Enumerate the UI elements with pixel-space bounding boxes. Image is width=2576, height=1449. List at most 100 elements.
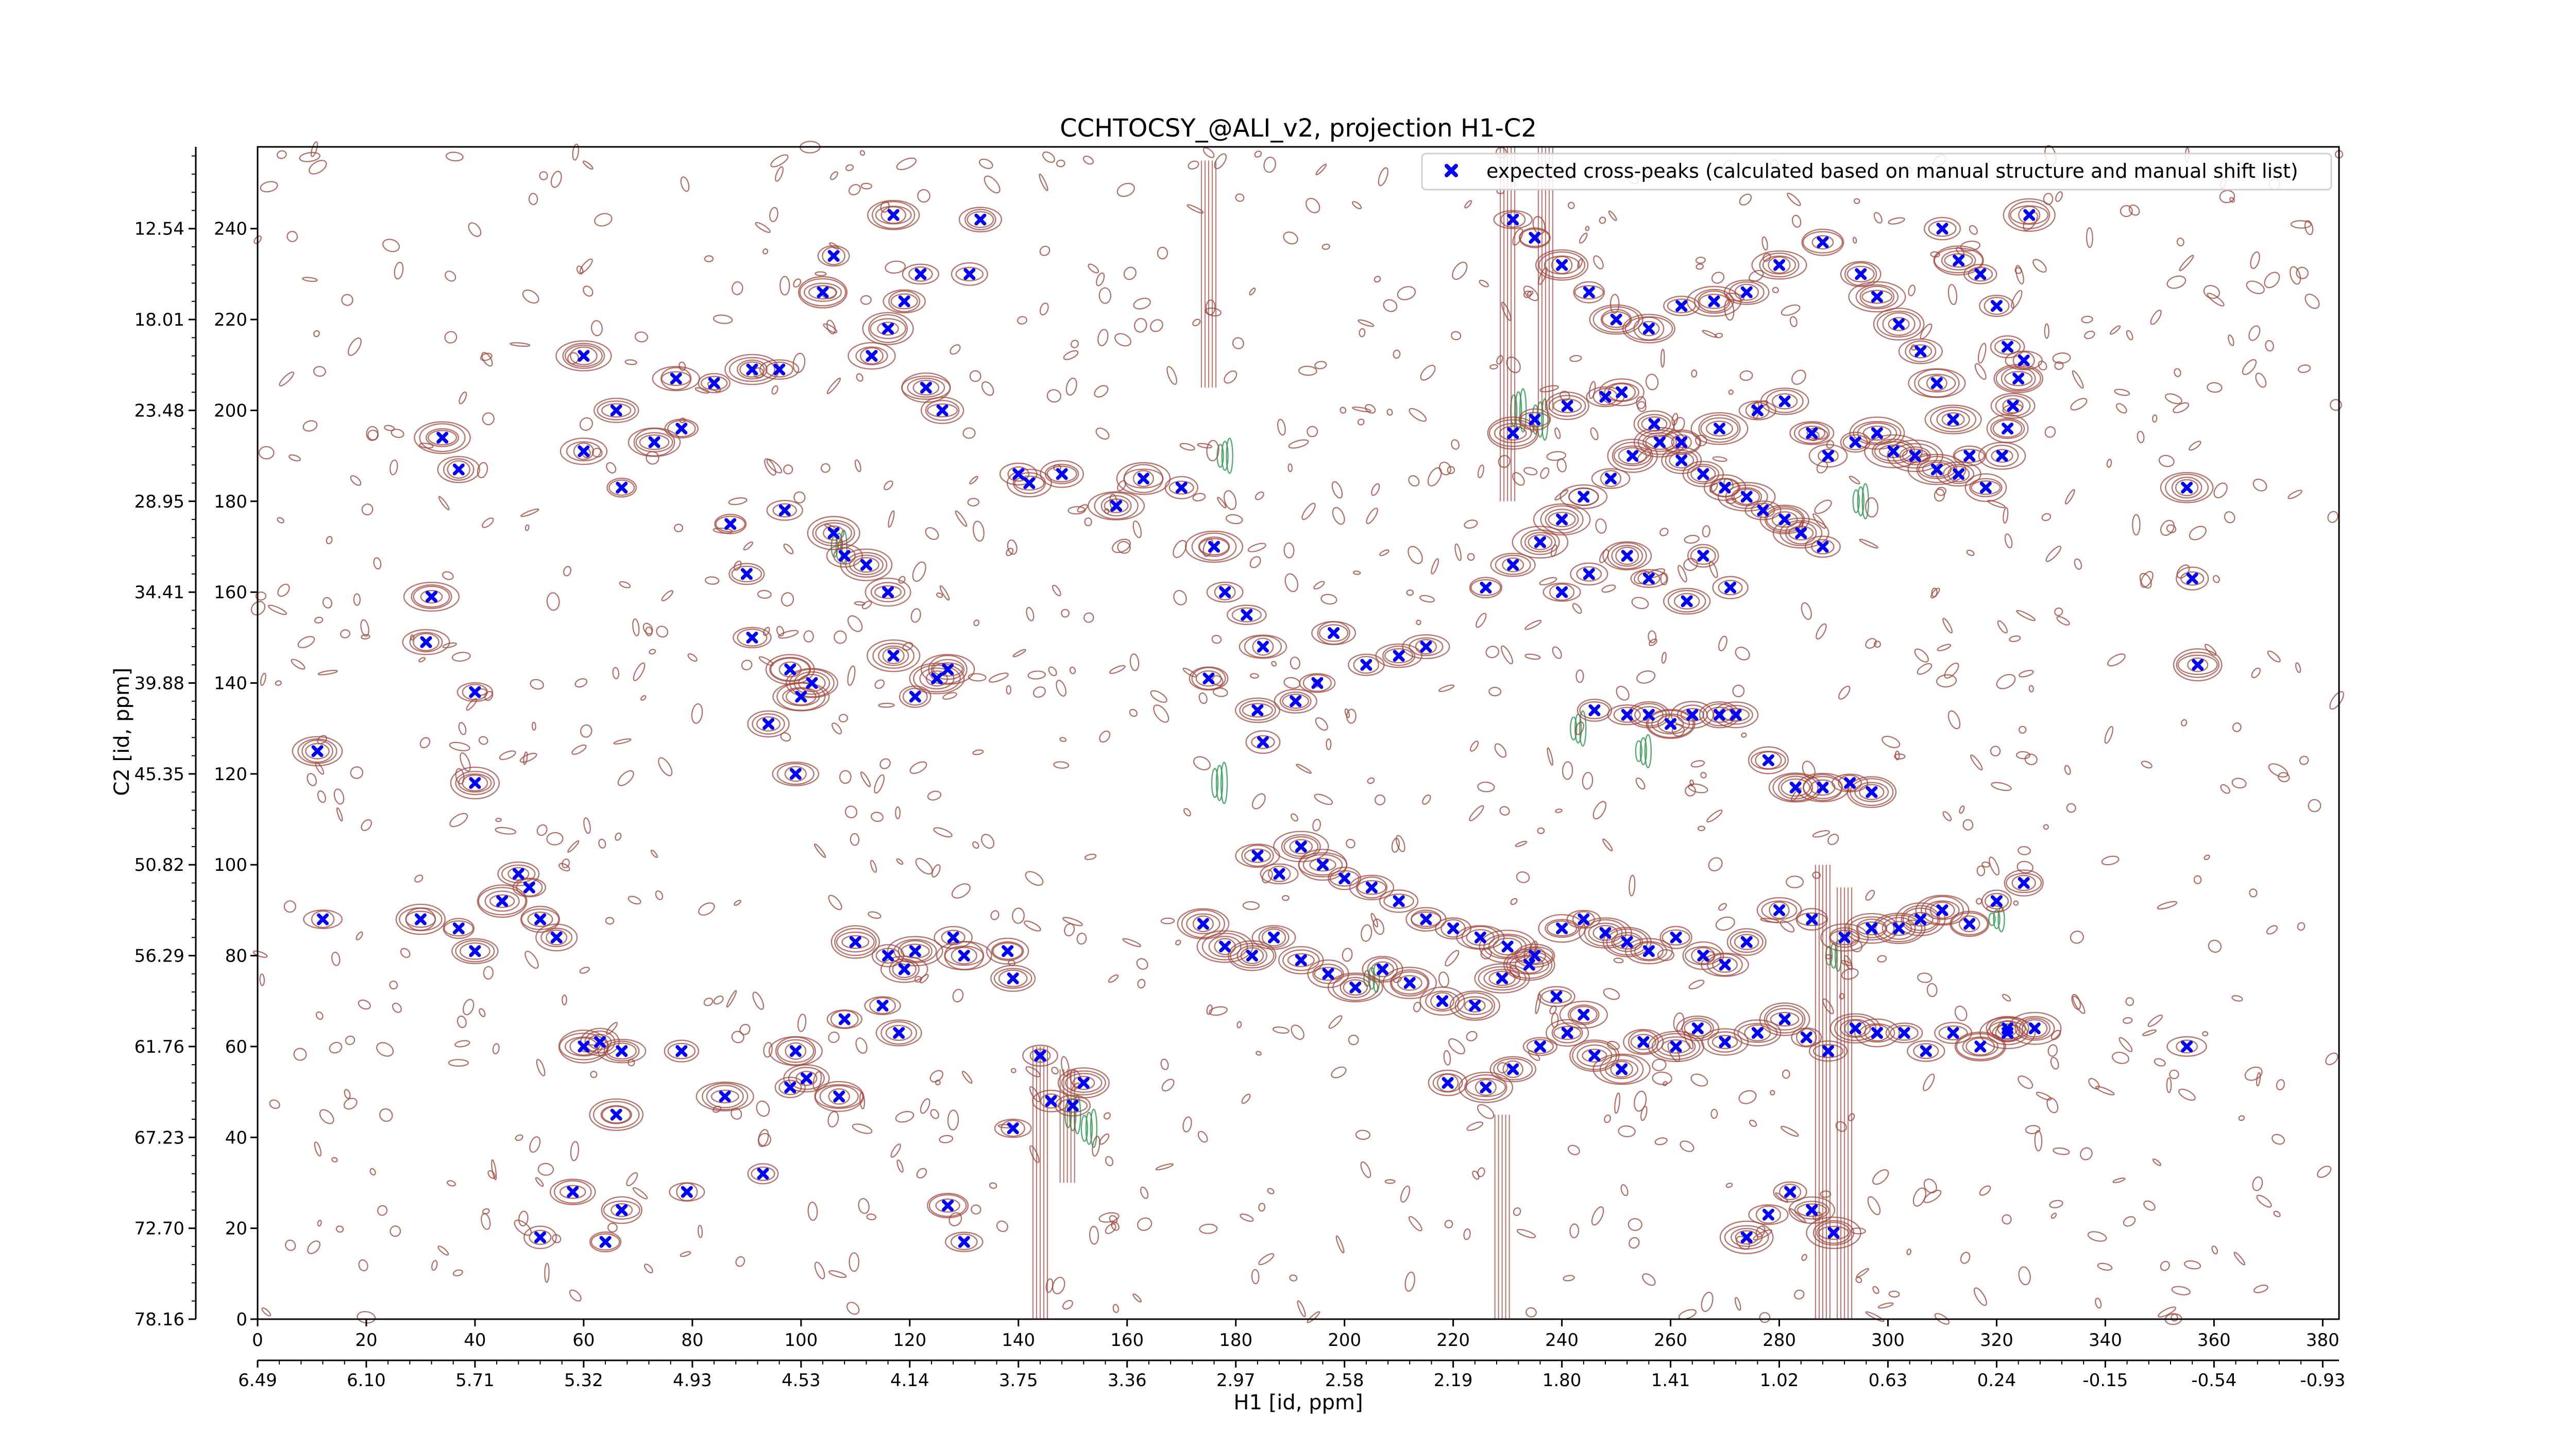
noise-contour bbox=[1160, 917, 1175, 924]
noise-contour bbox=[1007, 539, 1018, 555]
peak-contour bbox=[1850, 778, 1894, 806]
noise-contour bbox=[1249, 288, 1256, 296]
expected-peak-marker bbox=[1849, 436, 1861, 448]
peak-contour bbox=[1682, 461, 1724, 487]
noise-contour bbox=[860, 295, 872, 305]
peak-contour bbox=[1234, 697, 1280, 723]
peak-contour bbox=[1958, 915, 1980, 933]
peak-contour bbox=[1928, 220, 1957, 237]
expected-peak-marker bbox=[1561, 400, 1573, 412]
peak-contour bbox=[1779, 1184, 1802, 1201]
peak-contour bbox=[1737, 1023, 1778, 1043]
noise-contour bbox=[846, 1302, 860, 1315]
peak-contour bbox=[1735, 1230, 1758, 1245]
noise-contour bbox=[1937, 644, 1952, 651]
peak-contour bbox=[426, 428, 460, 447]
x-tick-label: 140 bbox=[1002, 1330, 1035, 1351]
noise-contour bbox=[444, 331, 457, 344]
noise-contour bbox=[1095, 427, 1110, 440]
noise-contour bbox=[1936, 486, 1947, 496]
noise-contour bbox=[1996, 673, 2016, 689]
noise-contour bbox=[868, 911, 882, 919]
peak-contour bbox=[2176, 566, 2209, 591]
noise-contour bbox=[950, 344, 961, 355]
noise-contour bbox=[2295, 662, 2301, 673]
noise-contour bbox=[762, 248, 769, 255]
peak-contour bbox=[998, 969, 1028, 987]
noise-contour bbox=[1702, 525, 1710, 537]
noise-contour bbox=[1070, 340, 1079, 348]
expected-peak-marker bbox=[1621, 550, 1633, 562]
noise-contour bbox=[1155, 1163, 1174, 1171]
noise-contour bbox=[344, 1089, 351, 1099]
x-tick-label: 20 bbox=[355, 1330, 377, 1351]
noise-contour bbox=[1427, 467, 1442, 487]
peak-contour bbox=[1794, 1201, 1829, 1220]
peak-contour bbox=[1730, 1227, 1763, 1247]
noise-contour bbox=[1532, 216, 1546, 235]
expected-peak-marker bbox=[963, 268, 976, 280]
noise-contour bbox=[1355, 1130, 1370, 1140]
peak-contour bbox=[1040, 460, 1084, 488]
noise-contour bbox=[2160, 1260, 2170, 1271]
noise-contour bbox=[650, 849, 658, 858]
noise-contour bbox=[1554, 427, 1561, 439]
noise-contour bbox=[1991, 782, 2012, 791]
noise-contour bbox=[1056, 680, 1066, 697]
noise-contour bbox=[1408, 475, 1420, 487]
peak-contour bbox=[798, 276, 848, 309]
peak-contour bbox=[1458, 1071, 1514, 1103]
noise-contour bbox=[2244, 1066, 2263, 1081]
noise-contour bbox=[1335, 1235, 1345, 1254]
peak-contour bbox=[808, 285, 837, 300]
noise-contour bbox=[1469, 805, 1484, 821]
expected-peak-marker bbox=[2018, 877, 2030, 889]
negative-contour bbox=[1541, 398, 1549, 441]
peak-contour bbox=[1464, 1074, 1507, 1101]
peak-contour bbox=[698, 373, 731, 394]
y-ppm-tick-label: 23.48 bbox=[134, 400, 184, 421]
noise-contour bbox=[431, 1260, 438, 1271]
expected-peak-marker bbox=[1529, 950, 1541, 962]
noise-contour bbox=[2220, 784, 2230, 794]
noise-contour bbox=[2207, 382, 2223, 393]
noise-contour bbox=[1321, 243, 1330, 250]
noise-contour bbox=[255, 591, 267, 601]
x-tick-label: 340 bbox=[2089, 1330, 2122, 1351]
noise-contour bbox=[1287, 463, 1293, 473]
peak-contour bbox=[1662, 431, 1701, 453]
peak-contour bbox=[2176, 651, 2220, 678]
negative-contour bbox=[1211, 768, 1219, 798]
expected-peak-marker bbox=[1012, 468, 1025, 480]
noise-contour bbox=[558, 863, 570, 872]
noise-contour bbox=[2238, 1115, 2245, 1121]
noise-contour bbox=[871, 812, 884, 822]
expected-peak-marker bbox=[1979, 481, 1992, 494]
expected-peak-marker bbox=[1740, 936, 1753, 948]
expected-peak-marker bbox=[909, 690, 921, 703]
peak-contour bbox=[1924, 405, 1982, 434]
expected-peak-marker bbox=[1713, 423, 1725, 435]
noise-contour bbox=[340, 629, 351, 638]
noise-contour bbox=[860, 771, 871, 787]
peak-contour bbox=[1979, 294, 2014, 317]
peak-contour bbox=[608, 479, 635, 496]
noise-contour bbox=[336, 807, 343, 822]
noise-contour bbox=[834, 630, 847, 644]
peak-contour bbox=[1547, 920, 1578, 937]
peak-contour bbox=[1282, 949, 1320, 971]
expected-peak-marker bbox=[838, 1013, 851, 1025]
peak-contour bbox=[766, 500, 803, 521]
noise-contour bbox=[752, 991, 764, 1010]
peak-contour bbox=[1755, 1205, 1781, 1224]
noise-contour bbox=[1976, 865, 1986, 877]
peak-contour bbox=[1327, 972, 1383, 1003]
noise-contour bbox=[1069, 666, 1076, 675]
noise-contour bbox=[1240, 1214, 1254, 1222]
noise-contour bbox=[2056, 616, 2070, 626]
noise-contour bbox=[884, 480, 893, 491]
noise-contour bbox=[1923, 1073, 1935, 1091]
peak-contour bbox=[1760, 387, 1809, 415]
noise-contour bbox=[1732, 684, 1745, 698]
noise-contour bbox=[536, 824, 548, 836]
